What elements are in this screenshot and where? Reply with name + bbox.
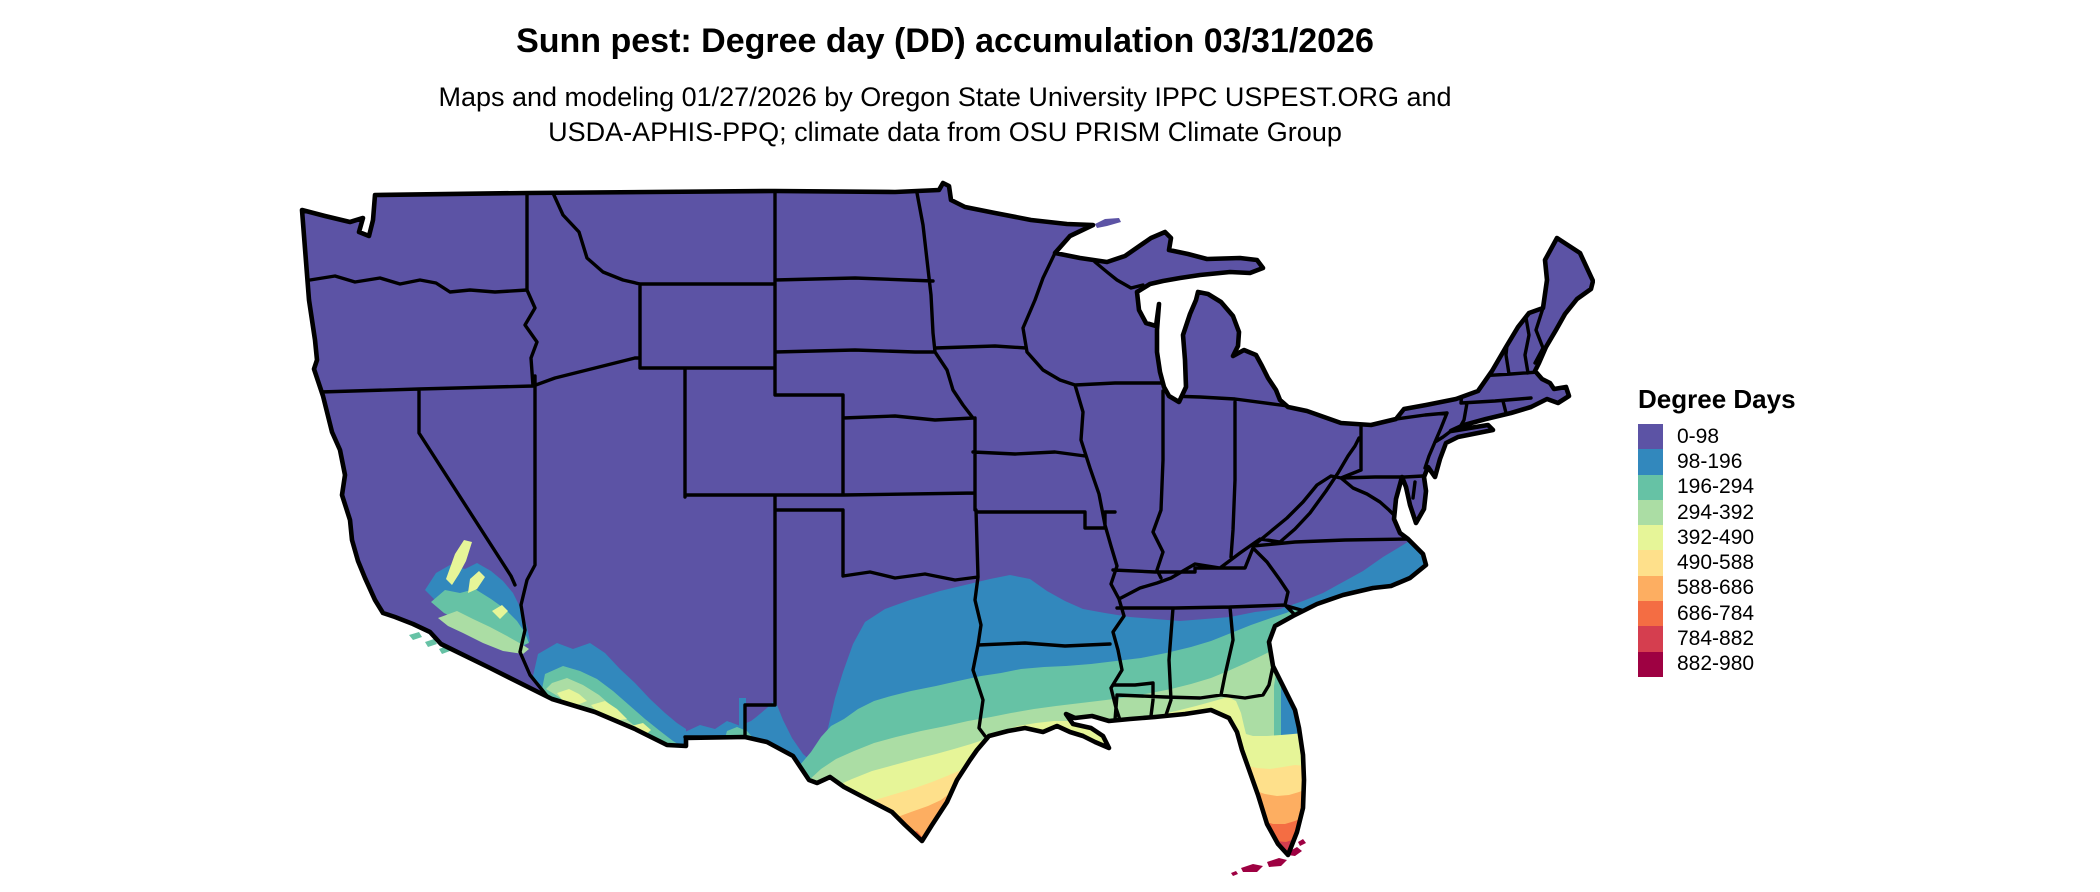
map-band-588-686 xyxy=(851,784,1309,855)
page-subtitle: Maps and modeling 01/27/2026 by Oregon S… xyxy=(0,80,1890,150)
legend-item: 490-588 xyxy=(1638,550,1796,576)
legend-label: 196-294 xyxy=(1677,475,1755,499)
subtitle-line-1: Maps and modeling 01/27/2026 by Oregon S… xyxy=(438,82,1452,112)
legend-swatch-392-490 xyxy=(1638,525,1663,551)
legend-label: 0-98 xyxy=(1677,424,1720,448)
legend-label: 98-196 xyxy=(1677,449,1743,473)
legend-label: 490-588 xyxy=(1677,551,1755,575)
map-band-490-588 xyxy=(832,751,1309,855)
legend-swatch-588-686 xyxy=(1638,575,1663,602)
legend-swatch-686-784 xyxy=(1638,601,1663,627)
map-florida-keys-882-980 xyxy=(1231,839,1306,876)
map-band-686-784 xyxy=(901,814,1306,855)
legend-label: 294-392 xyxy=(1677,500,1755,524)
legend-title: Degree Days xyxy=(1638,384,1796,414)
national-outline xyxy=(299,180,1596,858)
legend-swatch-784-882 xyxy=(1638,626,1663,652)
map-channel-islands xyxy=(409,632,450,654)
map-container xyxy=(295,180,1596,892)
legend-item: 392-490 xyxy=(1638,525,1796,551)
legend-label: 882-980 xyxy=(1677,652,1755,676)
us-degree-day-map xyxy=(299,180,1596,876)
legend-label: 686-784 xyxy=(1677,601,1755,625)
legend-label: 392-490 xyxy=(1677,525,1755,549)
legend-swatch-0-98 xyxy=(1638,424,1663,450)
legend-swatch-882-980 xyxy=(1638,651,1663,677)
legend-label: 784-882 xyxy=(1677,627,1755,651)
legend-item: 294-392 xyxy=(1638,499,1796,526)
legend-item: 98-196 xyxy=(1638,449,1796,475)
legend-swatch-196-294 xyxy=(1638,474,1663,500)
subtitle-line-2: USDA-APHIS-PPQ; climate data from OSU PR… xyxy=(548,117,1342,147)
legend-swatch-294-392 xyxy=(1638,499,1663,526)
legend-item: 784-882 xyxy=(1638,626,1796,652)
legend-item: 0-98 xyxy=(1638,424,1796,450)
legend-swatch-98-196 xyxy=(1638,449,1663,475)
legend-rows: 0-98 98-196 196-294 294-392 392-490 490-588 58… xyxy=(1638,424,1796,677)
legend-swatch-490-588 xyxy=(1638,550,1663,576)
legend-item: 588-686 xyxy=(1638,575,1796,602)
legend-item: 882-980 xyxy=(1638,651,1796,677)
legend-item: 196-294 xyxy=(1638,474,1796,500)
legend: Degree Days 0-98 98-196 196-294 294-392 392-… xyxy=(1638,384,1796,677)
legend-label: 588-686 xyxy=(1677,576,1755,600)
map-isle-royale xyxy=(1095,218,1121,228)
legend-item: 686-784 xyxy=(1638,601,1796,627)
page-title: Sunn pest: Degree day (DD) accumulation … xyxy=(516,22,1374,60)
